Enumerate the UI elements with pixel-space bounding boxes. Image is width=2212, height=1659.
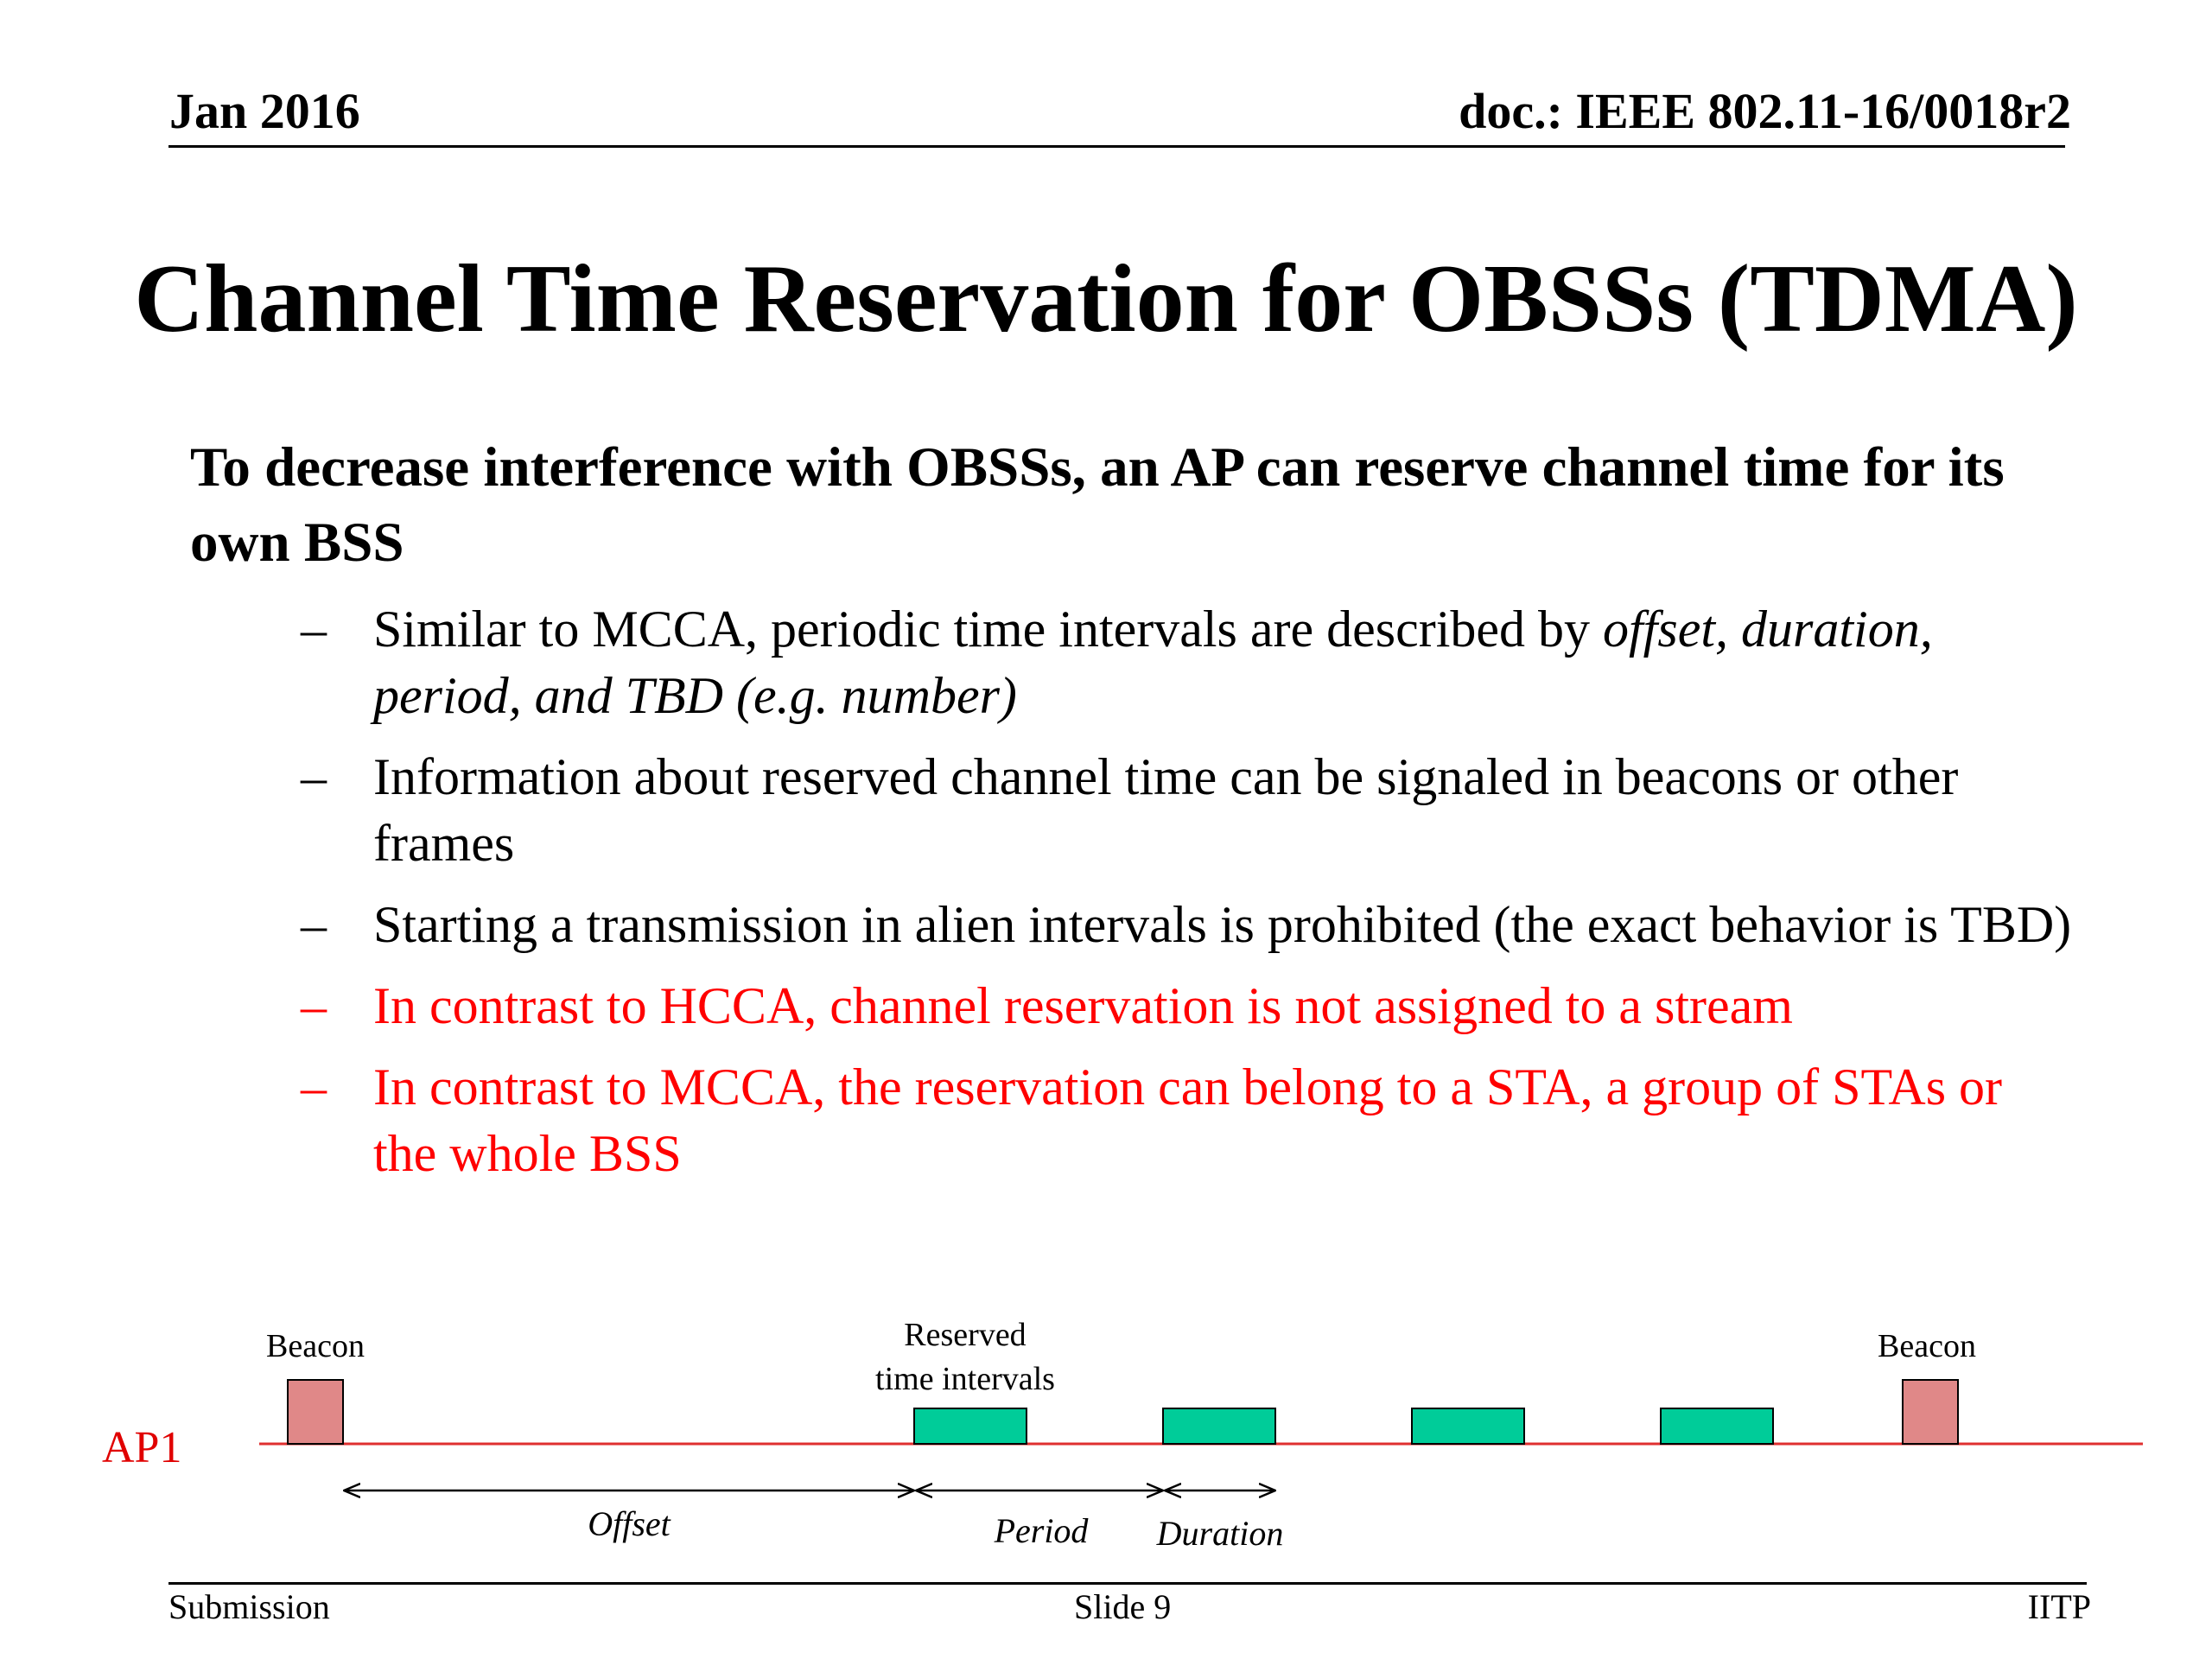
beacon-frame-left bbox=[287, 1379, 344, 1445]
reserved-label-line1: Reserved bbox=[904, 1317, 1026, 1353]
reserved-interval bbox=[1411, 1408, 1525, 1445]
sub-bullet-text: Similar to MCCA, periodic time intervals… bbox=[373, 601, 1604, 658]
reserved-interval bbox=[1660, 1408, 1774, 1445]
footer-rule bbox=[168, 1582, 2087, 1585]
bullet-dash: – bbox=[301, 896, 327, 953]
sub-bullet: – In contrast to MCCA, the reservation c… bbox=[190, 1054, 2074, 1187]
footer-submission: Submission bbox=[168, 1587, 330, 1626]
header-doc-id: doc.: IEEE 802.11-16/0018r2 bbox=[1459, 83, 2071, 139]
offset-label: Offset bbox=[588, 1504, 671, 1543]
footer-organization: IITP bbox=[2027, 1587, 2091, 1626]
sub-bullet-text: Information about reserved channel time … bbox=[373, 748, 1959, 872]
bullet-dash: – bbox=[301, 748, 327, 805]
sub-bullet-text: Starting a transmission in alien interva… bbox=[373, 896, 2072, 953]
main-bullet: To decrease interference with OBSSs, an … bbox=[190, 436, 2005, 574]
duration-label: Duration bbox=[1156, 1514, 1284, 1553]
sub-bullet: – In contrast to HCCA, channel reservati… bbox=[190, 973, 2074, 1039]
sub-bullet: – Similar to MCCA, periodic time interva… bbox=[190, 596, 2074, 729]
ap1-label: AP1 bbox=[102, 1423, 181, 1472]
footer-slide-number: Slide 9 bbox=[1074, 1587, 1172, 1626]
reserved-interval bbox=[1162, 1408, 1276, 1445]
beacon-left-label: Beacon bbox=[266, 1328, 365, 1364]
beacon-frame-right bbox=[1902, 1379, 1959, 1445]
slide-title: Channel Time Reservation for OBSSs (TDMA… bbox=[134, 245, 2078, 353]
sub-bullet-text: In contrast to HCCA, channel reservation… bbox=[373, 977, 1793, 1034]
sub-bullet-italic-text: offset, duration, period, and TBD (e.g. … bbox=[373, 601, 1933, 724]
sub-bullet: – Information about reserved channel tim… bbox=[190, 744, 2074, 877]
beacon-right-label: Beacon bbox=[1878, 1328, 1976, 1364]
header-date: Jan 2016 bbox=[169, 83, 360, 139]
header-rule bbox=[168, 145, 2065, 148]
bullet-dash: – bbox=[301, 977, 327, 1034]
slide-body: To decrease interference with OBSSs, an … bbox=[190, 430, 2074, 1187]
reserved-label-line2: time intervals bbox=[875, 1361, 1055, 1397]
bullet-dash: – bbox=[301, 601, 327, 658]
bullet-dash: – bbox=[301, 1058, 327, 1116]
sub-bullet-list: – Similar to MCCA, periodic time interva… bbox=[190, 596, 2074, 1187]
reserved-interval bbox=[913, 1408, 1027, 1445]
period-label: Period bbox=[994, 1511, 1090, 1550]
sub-bullet-text: In contrast to MCCA, the reservation can… bbox=[373, 1058, 2003, 1182]
tdma-timeline-diagram: Beacon Reserved time intervals Beacon AP… bbox=[102, 1317, 2143, 1553]
sub-bullet: – Starting a transmission in alien inter… bbox=[190, 892, 2074, 958]
